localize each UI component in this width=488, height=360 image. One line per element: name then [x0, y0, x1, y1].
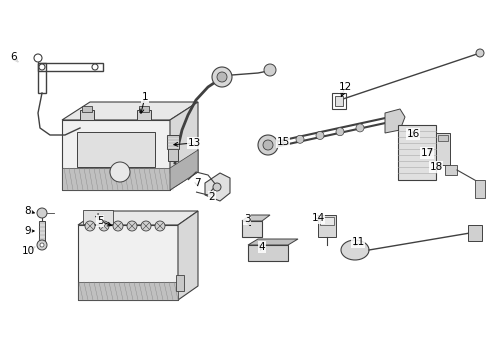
- Text: 16: 16: [406, 129, 419, 139]
- Bar: [83, 210, 113, 224]
- Bar: [467, 225, 481, 241]
- Circle shape: [37, 240, 47, 250]
- Bar: [474, 180, 484, 198]
- Bar: [334, 96, 342, 106]
- Bar: [38, 63, 103, 71]
- Polygon shape: [62, 102, 198, 120]
- Bar: [435, 133, 449, 165]
- Circle shape: [99, 221, 109, 231]
- Bar: [38, 63, 46, 93]
- Text: 13: 13: [187, 138, 200, 148]
- Bar: [80, 110, 94, 120]
- Circle shape: [141, 221, 151, 231]
- Bar: [167, 135, 179, 149]
- Circle shape: [85, 221, 95, 231]
- Bar: [39, 221, 45, 243]
- Polygon shape: [242, 215, 269, 221]
- Text: 10: 10: [21, 246, 35, 256]
- Text: 2: 2: [208, 192, 215, 202]
- Circle shape: [37, 208, 47, 218]
- Bar: [444, 165, 456, 175]
- Bar: [176, 275, 183, 291]
- Circle shape: [355, 124, 363, 132]
- Text: 7: 7: [193, 178, 200, 188]
- Circle shape: [110, 162, 130, 182]
- Polygon shape: [78, 211, 198, 225]
- Circle shape: [92, 64, 98, 70]
- Bar: [319, 217, 333, 225]
- Text: 15: 15: [276, 137, 289, 147]
- Text: 8: 8: [24, 206, 31, 216]
- Circle shape: [295, 135, 304, 143]
- Bar: [137, 110, 151, 120]
- Circle shape: [34, 54, 42, 62]
- Text: 14: 14: [311, 213, 324, 223]
- Text: 18: 18: [428, 162, 442, 172]
- Text: 1: 1: [142, 92, 148, 102]
- Polygon shape: [170, 102, 198, 190]
- Circle shape: [127, 221, 137, 231]
- Bar: [397, 125, 435, 180]
- Polygon shape: [170, 150, 198, 190]
- Bar: [62, 168, 170, 190]
- Bar: [331, 93, 346, 109]
- Circle shape: [258, 135, 278, 155]
- Polygon shape: [62, 120, 170, 190]
- Text: 4: 4: [258, 242, 265, 252]
- Bar: [78, 282, 178, 300]
- Circle shape: [39, 64, 45, 70]
- Ellipse shape: [340, 240, 368, 260]
- Bar: [168, 149, 178, 161]
- Circle shape: [475, 49, 483, 57]
- Circle shape: [263, 140, 272, 150]
- Polygon shape: [247, 239, 297, 245]
- Bar: [77, 132, 155, 167]
- Circle shape: [40, 243, 44, 247]
- Text: 17: 17: [420, 148, 433, 158]
- Polygon shape: [204, 173, 229, 201]
- Text: 3: 3: [243, 214, 250, 224]
- Polygon shape: [78, 225, 178, 300]
- Circle shape: [315, 131, 324, 139]
- Circle shape: [155, 221, 164, 231]
- Bar: [242, 221, 262, 237]
- Bar: [317, 215, 335, 237]
- Circle shape: [213, 183, 221, 191]
- Bar: [139, 106, 149, 112]
- Polygon shape: [384, 109, 404, 133]
- Polygon shape: [178, 211, 198, 300]
- Text: 12: 12: [338, 82, 351, 92]
- Text: 9: 9: [24, 226, 31, 236]
- Bar: [247, 245, 287, 261]
- Circle shape: [217, 72, 226, 82]
- Text: +: +: [94, 212, 102, 222]
- Circle shape: [335, 128, 343, 136]
- Bar: [437, 135, 447, 141]
- Text: 11: 11: [351, 237, 364, 247]
- Text: 6: 6: [11, 52, 17, 62]
- Circle shape: [212, 67, 231, 87]
- Circle shape: [264, 64, 275, 76]
- Text: 5: 5: [97, 216, 103, 226]
- Bar: [82, 106, 92, 112]
- Circle shape: [113, 221, 123, 231]
